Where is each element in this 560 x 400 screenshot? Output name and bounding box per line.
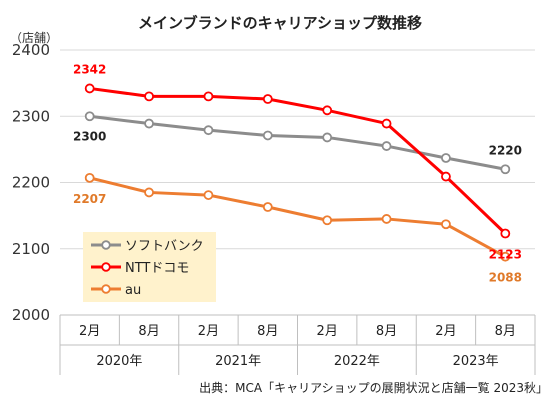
x-tick-label: 8月 (138, 324, 159, 339)
legend-swatch-marker (101, 240, 111, 250)
series-line (89, 86, 507, 235)
series-line (89, 114, 506, 171)
y-tick-label: 2000 (12, 306, 50, 324)
year-label: 2022年 (334, 354, 380, 369)
y-axis-unit-label: （店舗） (10, 31, 58, 45)
data-point (441, 153, 451, 163)
legend-swatch-marker (101, 284, 111, 294)
data-point (441, 171, 451, 182)
data-point (322, 215, 333, 226)
legend-swatch-marker (101, 262, 111, 272)
data-point (203, 91, 214, 102)
x-tick-label: 2月 (317, 324, 338, 339)
data-point (381, 214, 392, 224)
data-point (203, 125, 214, 136)
data-label: 2220 (489, 143, 522, 157)
x-tick-label: 8月 (257, 324, 278, 339)
data-point (500, 251, 511, 262)
data-point (262, 94, 273, 104)
x-tick-label: 8月 (376, 324, 397, 339)
legend: ソフトバンク NTTドコモ au (83, 232, 216, 302)
data-point (441, 219, 451, 230)
y-tick-label: 2100 (12, 240, 50, 258)
year-label: 2021年 (215, 354, 261, 369)
y-tick-label: 2200 (12, 174, 50, 192)
data-point (262, 130, 273, 141)
chart-title: メインブランドのキャリアショップ数推移 (138, 14, 422, 32)
data-point (500, 164, 511, 175)
data-label: 2300 (73, 129, 106, 143)
data-point (262, 202, 273, 212)
data-point (500, 228, 511, 239)
data-label: 2123 (489, 248, 522, 262)
data-labels: 2300 2220 2342 2123 2207 2088 (73, 62, 522, 284)
data-label: 2088 (489, 271, 522, 285)
data-point (381, 141, 392, 151)
x-tick-label: 2月 (435, 324, 456, 339)
x-tick-label: 2月 (79, 324, 100, 339)
data-point (322, 105, 333, 116)
y-tick-label: 2300 (12, 107, 50, 125)
legend-label: NTTドコモ (125, 261, 189, 276)
series-group (84, 83, 511, 262)
data-point (144, 118, 154, 129)
year-label: 2023年 (453, 354, 499, 369)
y-axis-ticks: 2000 2100 2200 2300 2400 (12, 41, 50, 324)
data-point (203, 190, 214, 200)
data-point (144, 91, 154, 102)
data-point (84, 83, 95, 94)
data-point (84, 172, 95, 183)
legend-label: au (125, 283, 141, 298)
x-tick-label: 8月 (495, 324, 516, 339)
x-tick-label: 2月 (198, 324, 219, 339)
x-axis: 2月 8月 2月 8月 2月 8月 2月 8月 2020年 2021年 2022年 2023年 (59, 314, 536, 375)
data-point (381, 118, 392, 129)
source-note: 出典：MCA「キャリアショップの展開状況と店舗一覧 2023秋」 (199, 380, 548, 395)
legend-label: ソフトバンク (125, 239, 204, 254)
series-line (89, 176, 507, 259)
y-tick-label: 2400 (12, 41, 50, 59)
data-label: 2342 (73, 62, 106, 76)
data-label: 2207 (73, 192, 106, 206)
data-point (84, 111, 95, 122)
data-point (144, 187, 154, 198)
data-point (322, 132, 333, 143)
year-label: 2020年 (96, 354, 142, 369)
